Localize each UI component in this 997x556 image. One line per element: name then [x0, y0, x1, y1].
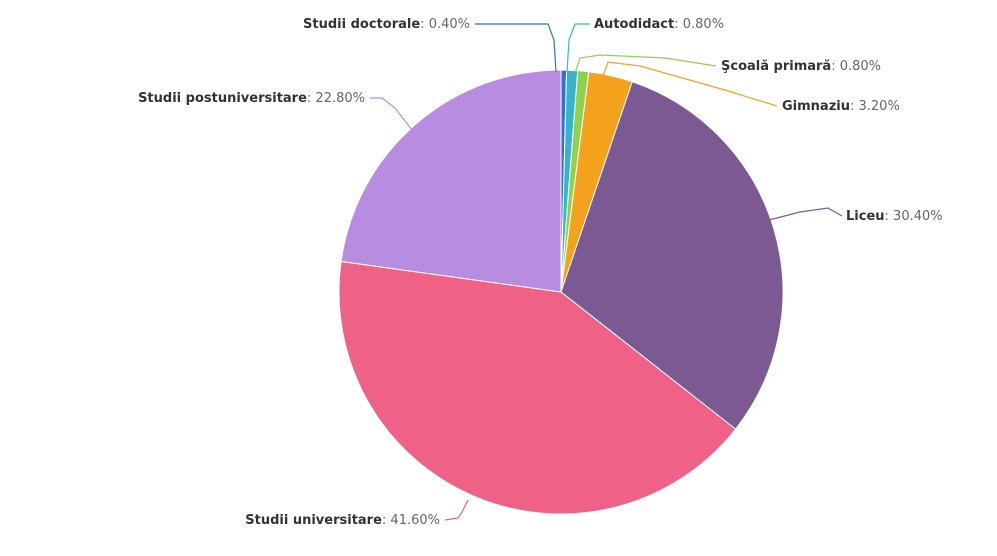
data-label-name: Liceu: [846, 209, 885, 224]
data-label-separator: :: [420, 17, 429, 32]
data-label-value: 3.20%: [859, 99, 900, 114]
connector-liceu: [768, 207, 843, 221]
pie-slice-studii-universitare[interactable]: [338, 260, 737, 515]
connector-studii-postuniversitare: [370, 97, 413, 131]
data-label-value: 0.40%: [429, 17, 470, 32]
connector-scoala-primara: [574, 54, 717, 74]
data-label-value: 22.80%: [315, 91, 365, 106]
data-label-value: 41.60%: [390, 513, 440, 528]
data-label-name: Studii universitare: [245, 513, 382, 528]
pie-slice-studii-postuniversitare[interactable]: [340, 69, 562, 293]
data-label-separator: :: [831, 59, 840, 74]
data-label-name: Autodidact: [594, 17, 674, 32]
data-label-studii-postuniversitare: Studii postuniversitare: 22.80%: [138, 91, 365, 106]
connector-gimnaziu: [602, 61, 778, 107]
data-label-separator: :: [674, 17, 683, 32]
data-label-value: 0.80%: [683, 17, 724, 32]
data-label-name: Gimnaziu: [782, 99, 850, 114]
connector-studii-universitare: [444, 499, 469, 521]
data-label-autodidact: Autodidact: 0.80%: [594, 17, 724, 32]
data-label-studii-universitare: Studii universitare: 41.60%: [245, 513, 440, 528]
data-label-separator: :: [382, 513, 391, 528]
data-label-name: Studii postuniversitare: [138, 91, 307, 106]
slices-layer: [338, 69, 784, 515]
labels-layer: Studii doctorale: 0.40% Autodidact: 0.80%…: [138, 17, 943, 528]
data-label-separator: :: [850, 99, 859, 114]
data-label-name: Şcoală primară: [721, 59, 831, 74]
data-label-gimnaziu: Gimnaziu: 3.20%: [782, 99, 900, 114]
connector-studii-doctorale: [475, 23, 557, 73]
pie-slice-liceu[interactable]: [560, 81, 784, 430]
data-label-name: Studii doctorale: [303, 17, 420, 32]
data-label-separator: :: [307, 91, 316, 106]
data-label-separator: :: [885, 209, 894, 224]
data-label-liceu: Liceu: 30.40%: [846, 209, 943, 224]
data-label-studii-doctorale: Studii doctorale: 0.40%: [303, 17, 470, 32]
connector-autodidact: [566, 23, 590, 73]
connectors-layer: [370, 23, 843, 521]
data-label-scoala-primara: Şcoală primară: 0.80%: [721, 59, 881, 74]
data-label-value: 0.80%: [840, 59, 881, 74]
data-label-value: 30.40%: [893, 209, 943, 224]
